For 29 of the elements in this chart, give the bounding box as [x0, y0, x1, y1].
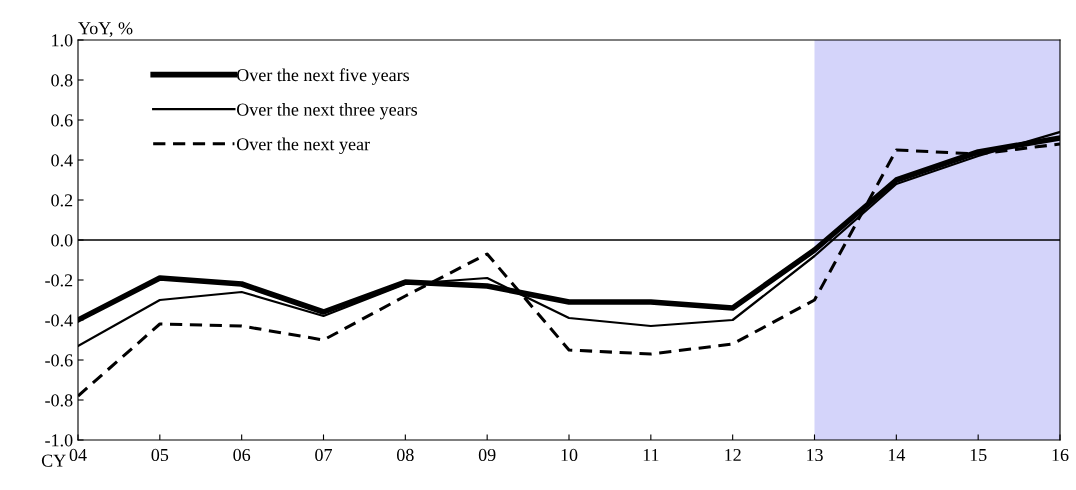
y-tick-label: 1.0 [52, 34, 73, 47]
x-tick-label: 11 [643, 448, 659, 461]
legend-label: Over the next year [236, 137, 370, 155]
y-tick-label: -0.6 [45, 354, 73, 367]
y-tick-label: 0.4 [51, 154, 73, 167]
x-tick-label: 12 [725, 448, 741, 461]
x-tick-label: 10 [561, 448, 578, 462]
y-tick-label: -0.4 [45, 314, 73, 327]
legend-label: Over the next five years [236, 68, 410, 85]
x-tick-label: 14 [888, 448, 906, 461]
y-tick-label: -1.0 [45, 434, 73, 447]
x-axis-title: CY [41, 454, 66, 467]
y-axis-title: YoY, % [78, 22, 133, 37]
y-tick-label: -0.2 [45, 274, 73, 287]
y-tick-label: 0.2 [51, 194, 73, 207]
y-tick-label: 0.6 [51, 114, 73, 127]
x-tick-label: 08 [396, 448, 414, 462]
x-tick-label: 06 [233, 448, 251, 462]
x-tick-label: 09 [478, 448, 496, 462]
x-tick-label: 16 [1052, 448, 1069, 462]
y-tick-label: 0.8 [51, 74, 73, 87]
x-tick-label: 05 [151, 448, 169, 462]
legend-label: Over the next three years [236, 103, 418, 120]
x-tick-label: 07 [315, 448, 333, 462]
y-tick-label: 0.0 [51, 234, 73, 247]
x-tick-label: 13 [807, 448, 823, 462]
x-tick-label: 04 [69, 448, 87, 462]
y-tick-label: -0.8 [45, 394, 73, 407]
x-tick-label: 15 [970, 448, 987, 462]
